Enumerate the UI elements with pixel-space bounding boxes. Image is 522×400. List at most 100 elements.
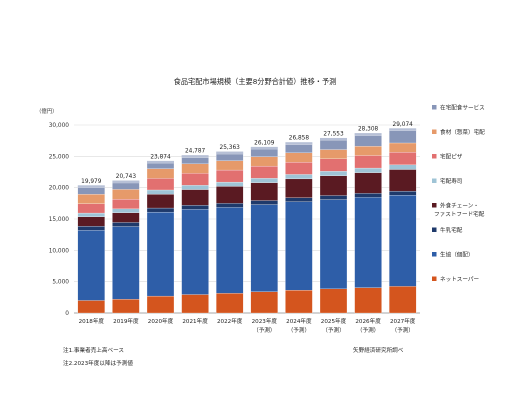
bar-segment	[112, 199, 140, 209]
bar-segment	[216, 169, 244, 183]
bar-segment	[319, 149, 348, 159]
bar-segment	[389, 164, 417, 170]
bar-segment	[354, 146, 382, 156]
bar-segment	[250, 204, 278, 292]
bar-total-label: 20,743	[116, 174, 137, 180]
x-tick-sublabel: （予測）	[322, 326, 344, 334]
bar-segment	[216, 153, 244, 161]
footnote-2: 注2.2023年度以降は予測値	[63, 359, 133, 367]
bar-segment	[389, 190, 417, 196]
bar-segment	[250, 156, 278, 167]
bar-segment	[77, 194, 105, 204]
bar-top-cap	[250, 146, 278, 150]
legend-label: 在宅配食サービス	[440, 104, 485, 112]
bar-segment	[389, 152, 417, 165]
bar-segment	[319, 140, 348, 150]
bar-segment	[354, 172, 382, 194]
bar-segment	[77, 203, 105, 214]
bar-total-label: 24,787	[185, 149, 206, 155]
bar-segment	[146, 207, 175, 213]
bar-segment	[216, 181, 244, 187]
bar-segment	[250, 178, 278, 183]
legend-label: 牛乳宅配	[440, 226, 463, 234]
legend-swatch	[432, 276, 437, 281]
bar-segment	[146, 194, 175, 209]
bar-segment	[389, 286, 417, 314]
bar-total-label: 29,074	[393, 122, 414, 128]
bar-segment	[216, 160, 244, 171]
bar-segment	[354, 193, 382, 198]
bar-segment	[389, 142, 417, 153]
legend-label: 生協（個配）	[440, 251, 474, 259]
bar-total-label: 26,109	[254, 140, 275, 146]
x-tick-label: 2026年度	[355, 317, 381, 325]
x-tick-label: 2023年度	[252, 317, 278, 325]
bar-top-cap	[112, 180, 140, 184]
bar-segment	[77, 187, 105, 195]
x-tick-label: 2022年度	[217, 317, 243, 325]
bar-segment	[181, 189, 209, 206]
x-tick-label: 2027年度	[390, 317, 416, 325]
bar-segment	[354, 197, 382, 288]
legend-label: 食材（惣菜）宅配	[440, 128, 485, 136]
bar-segment	[181, 163, 209, 174]
legend-swatch	[432, 227, 437, 232]
y-axis-unit-label: （億円）	[36, 107, 58, 115]
x-tick-label: 2020年度	[148, 317, 174, 325]
bar-segment	[77, 230, 105, 301]
bar-segment	[250, 149, 278, 157]
bar-segment	[216, 207, 244, 294]
bar-total-label: 19,979	[81, 179, 102, 185]
bar-total-label: 23,874	[150, 154, 171, 160]
legend-swatch	[432, 105, 437, 110]
bar-segment	[354, 167, 382, 173]
bar-segment	[285, 290, 313, 314]
x-tick-label: 2025年度	[321, 317, 347, 325]
source-note: 矢野経済研究所調べ	[353, 346, 404, 354]
bar-segment	[285, 162, 313, 175]
footnote-1: 注1.事業者売上高ベース	[63, 346, 124, 354]
legend-label: ネットスーパー	[440, 276, 480, 283]
bar-total-label: 28,308	[358, 127, 379, 133]
bar-segment	[389, 169, 417, 192]
bar-top-cap	[320, 137, 347, 141]
legend-label: 宅配ピザ	[440, 153, 463, 161]
bar-segment	[181, 185, 209, 190]
bar-segment	[112, 189, 140, 200]
y-tick-label: 20,000	[49, 186, 70, 192]
bar-segment	[146, 189, 175, 195]
bar-top-cap	[181, 155, 209, 158]
bar-segment	[319, 171, 348, 176]
legend-label: 外食チェーン・	[440, 202, 479, 210]
bar-segment	[146, 178, 175, 191]
bar-segment	[181, 294, 209, 314]
bar-segment	[285, 174, 313, 180]
bar-segment	[112, 226, 140, 300]
bar-segment	[181, 157, 209, 164]
bar-segment	[285, 178, 313, 198]
bar-top-cap	[285, 142, 313, 145]
y-tick-label: 10,000	[49, 248, 70, 254]
x-tick-sublabel: （予測）	[392, 326, 414, 334]
x-tick-sublabel: （予測）	[253, 326, 275, 334]
x-tick-label: 2021年度	[182, 317, 208, 325]
legend-swatch	[432, 178, 437, 183]
x-tick-label: 2024年度	[286, 317, 312, 325]
bar-total-label: 26,858	[289, 136, 310, 142]
bar-segment	[77, 300, 105, 314]
bar-top-cap	[147, 160, 174, 164]
y-axis: 0 5,000 10,000 15,000 20,000 25,000 30,000	[49, 123, 70, 317]
bar-segment	[389, 130, 417, 144]
bar-segment	[216, 293, 244, 314]
bar-segment	[181, 209, 209, 295]
x-tick-label: 2018年度	[79, 317, 105, 325]
bar-segment	[250, 291, 278, 314]
total-labels: 19,979 20,743 23,874 24,787 25,363 26,109 26,8…	[81, 122, 413, 185]
bar-segment	[285, 201, 313, 291]
bars	[77, 128, 417, 314]
bar-top-cap	[354, 133, 382, 136]
bar-segment	[285, 144, 313, 153]
y-tick-label: 30,000	[49, 123, 70, 129]
bar-segment	[77, 216, 105, 227]
